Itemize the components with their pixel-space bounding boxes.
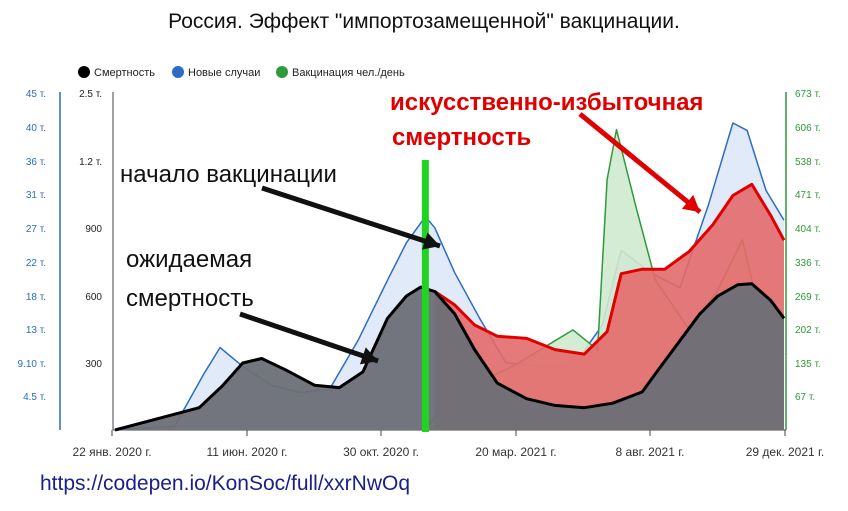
annotation-text: искусственно-избыточная	[390, 89, 703, 116]
y-right-tick: 336 т.	[795, 258, 821, 269]
y-right-tick: 673 т.	[795, 89, 821, 100]
annotation-text: смертность	[126, 285, 254, 312]
y-right-tick: 606 т.	[795, 123, 821, 134]
excess-mortality-area-line	[433, 182, 786, 356]
x-tick-label: 22 янв. 2020 г.	[72, 445, 151, 459]
y-left-tick: 31 т.	[26, 190, 46, 201]
arrow-vaccination-start-head	[421, 232, 440, 250]
annotations-layer: начало вакцинации ожидаемая смертность иску…	[120, 89, 703, 365]
y-left-tick: 45 т.	[26, 89, 46, 100]
y-mid-tick: 300	[85, 359, 102, 370]
legend-label-2: Вакцинация чел./день	[292, 67, 405, 79]
y-right-tick: 67 т.	[795, 392, 815, 403]
y-mid-tick: 900	[85, 224, 102, 235]
x-tick-label: 30 окт. 2020 г.	[343, 445, 419, 459]
source-url[interactable]: https://codepen.io/KonSoc/full/xxrNwOq	[40, 472, 411, 495]
y-left-tick: 9.10 т.	[18, 359, 47, 370]
y-right-tick: 202 т.	[795, 325, 821, 336]
legend-label-0: Смертность	[94, 67, 155, 79]
legend: Смертность Новые случаи Вакцинация чел./де…	[78, 66, 405, 79]
y-left-tick: 40 т.	[26, 123, 46, 134]
y-left-tick: 13 т.	[26, 325, 46, 336]
y-left-tick: 36 т.	[26, 157, 46, 168]
legend-swatch-2	[276, 66, 288, 78]
y-mid-tick: 2.5 т.	[79, 89, 102, 100]
legend-label-1: Новые случаи	[188, 67, 260, 79]
series-layer	[114, 122, 786, 432]
chart-title: Россия. Эффект "импортозамещенной" вакци…	[168, 10, 680, 33]
legend-swatch-1	[172, 66, 184, 78]
mortality-area-line	[114, 282, 786, 432]
legend-swatch-0	[78, 66, 90, 78]
y-left-tick: 18 т.	[26, 292, 46, 303]
y-mid-tick: 600	[85, 292, 102, 303]
y-right-tick: 404 т.	[795, 224, 821, 235]
y-left-tick: 4.5 т.	[23, 392, 46, 403]
y-left-tick: 27 т.	[26, 224, 46, 235]
mortality-area-fill	[115, 283, 784, 430]
arrow-excess-mortality	[578, 112, 702, 214]
x-tick-label: 20 мар. 2021 г.	[475, 445, 556, 459]
y-right-tick: 135 т.	[795, 359, 821, 370]
arrow-vaccination-start	[261, 185, 441, 249]
y-left-tick: 22 т.	[26, 258, 46, 269]
y-right-tick: 269 т.	[795, 292, 821, 303]
chart-area: Смертность Новые случаи Вакцинация чел./де…	[18, 66, 825, 459]
arrow-expected-mortality	[239, 311, 379, 364]
y-right-tick: 471 т.	[795, 190, 821, 201]
annotation-text: начало вакцинации	[120, 161, 337, 188]
arrow-expected-mortality-head	[359, 347, 378, 365]
arrow-excess-mortality-head	[681, 194, 700, 212]
x-tick-label: 8 авг. 2021 г.	[616, 445, 685, 459]
annotation-text: смертность	[392, 124, 531, 151]
y-right-tick: 538 т.	[795, 157, 821, 168]
y-mid-tick: 1.2 т.	[79, 157, 102, 168]
annotation-text: ожидаемая	[126, 246, 252, 273]
x-tick-label: 29 дек. 2021 г.	[746, 445, 825, 459]
x-tick-label: 11 июн. 2020 г.	[206, 445, 287, 459]
